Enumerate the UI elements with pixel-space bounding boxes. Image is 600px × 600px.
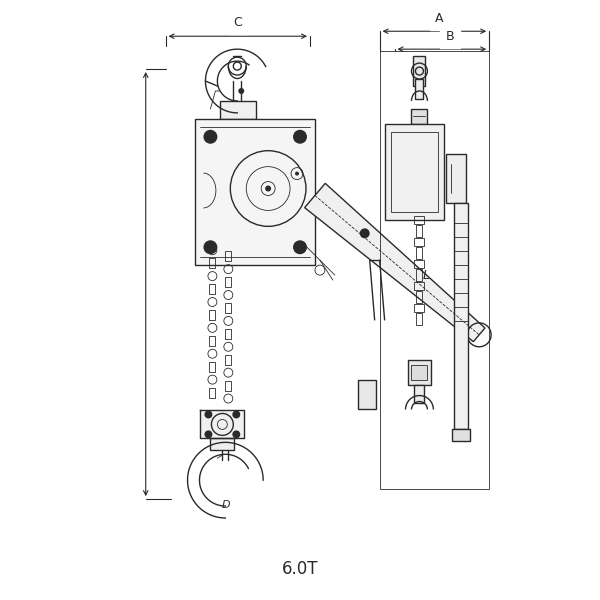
Text: C: C xyxy=(233,16,242,29)
Text: L: L xyxy=(423,269,430,281)
Bar xyxy=(209,310,215,320)
Circle shape xyxy=(293,130,307,144)
Circle shape xyxy=(293,240,307,254)
Bar xyxy=(416,291,422,303)
Bar xyxy=(415,238,424,246)
Bar xyxy=(211,439,235,451)
Bar xyxy=(415,79,424,99)
Bar xyxy=(415,282,424,290)
Bar xyxy=(446,154,466,203)
Bar xyxy=(412,109,427,124)
Bar xyxy=(226,251,232,261)
Bar xyxy=(220,101,256,119)
Bar xyxy=(413,56,425,86)
Bar xyxy=(385,124,445,220)
Bar xyxy=(454,203,468,430)
Circle shape xyxy=(205,430,212,439)
Polygon shape xyxy=(305,184,485,341)
Bar xyxy=(415,217,424,224)
Circle shape xyxy=(360,229,370,238)
Bar xyxy=(209,336,215,346)
Bar xyxy=(416,226,422,237)
Circle shape xyxy=(295,172,299,176)
Bar xyxy=(226,329,232,339)
Text: A: A xyxy=(435,12,443,25)
Bar xyxy=(226,303,232,313)
Bar xyxy=(209,362,215,371)
Circle shape xyxy=(205,410,212,418)
Text: B: B xyxy=(445,30,454,43)
Circle shape xyxy=(265,185,271,191)
Bar xyxy=(415,260,424,268)
Bar xyxy=(209,388,215,398)
Bar xyxy=(391,132,439,212)
Bar xyxy=(416,269,422,281)
Bar xyxy=(452,430,470,442)
Text: D: D xyxy=(222,500,230,510)
Bar xyxy=(226,277,232,287)
Polygon shape xyxy=(200,410,244,439)
Circle shape xyxy=(232,430,240,439)
Circle shape xyxy=(238,88,244,94)
Bar xyxy=(412,365,427,380)
Bar xyxy=(416,247,422,259)
Circle shape xyxy=(232,410,240,418)
Bar xyxy=(226,355,232,365)
Bar xyxy=(407,360,431,385)
Text: 6.0T: 6.0T xyxy=(282,560,318,578)
Bar xyxy=(196,119,315,265)
Bar xyxy=(226,380,232,391)
Bar xyxy=(380,51,489,489)
Bar xyxy=(209,258,215,268)
Bar xyxy=(358,380,376,409)
Bar xyxy=(415,304,424,312)
Circle shape xyxy=(203,240,217,254)
Bar xyxy=(209,284,215,294)
Circle shape xyxy=(203,130,217,144)
Bar xyxy=(416,313,422,325)
Bar xyxy=(415,385,424,403)
